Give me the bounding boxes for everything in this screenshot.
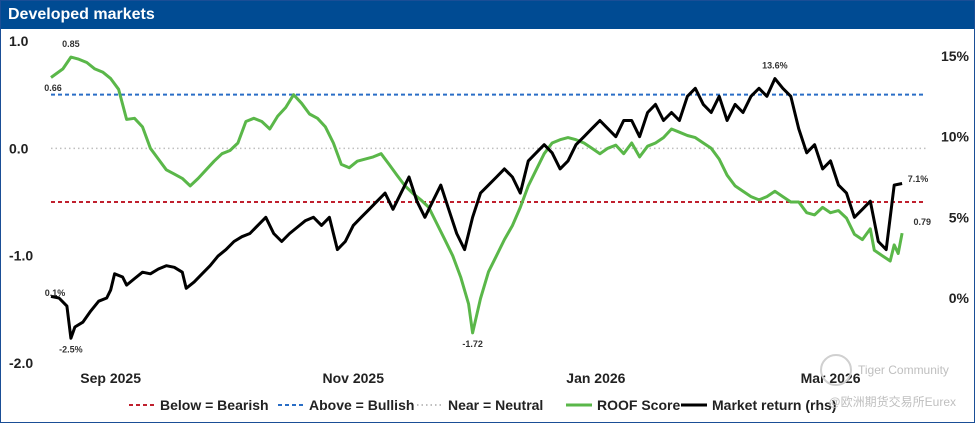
series-line-market-return (50, 77, 903, 340)
y-right-tick-label: 5% (949, 209, 970, 225)
x-tick-label: Nov 2025 (323, 370, 385, 386)
title-bar: Developed markets (1, 1, 974, 29)
x-tick-label: Jan 2026 (566, 370, 625, 386)
watermark-text: Tiger Community (858, 363, 949, 377)
legend-label: ROOF Score (597, 397, 680, 413)
data-label: 0.66 (44, 83, 62, 93)
data-label: -2.5% (59, 344, 83, 354)
data-label: 0.79 (913, 217, 931, 227)
data-label: 7.1% (908, 174, 929, 184)
series-line-roof-score (50, 55, 904, 335)
y-left-tick-label: 1.0 (9, 33, 29, 49)
legend-label: Above = Bullish (309, 397, 414, 413)
watermark-logo-icon (820, 354, 852, 386)
y-left-tick-label: 0.0 (9, 140, 29, 156)
legend-label: Market return (rhs) (712, 397, 836, 413)
data-label: 0.85 (62, 39, 80, 49)
data-label: 0.1% (45, 288, 66, 298)
y-right-tick-label: 10% (941, 129, 970, 145)
legend-label: Near = Neutral (448, 397, 543, 413)
y-right-tick-label: 0% (949, 290, 970, 306)
y-right-tick-label: 15% (941, 48, 970, 64)
data-label: -1.72 (462, 339, 483, 349)
chart-title: Developed markets (8, 6, 155, 23)
y-left-tick-label: -2.0 (9, 355, 33, 371)
legend-label: Below = Bearish (160, 397, 269, 413)
watermark-text: @欧洲期货交易所Eurex (828, 394, 956, 409)
x-tick-label: Sep 2025 (80, 370, 141, 386)
data-label: 13.6% (762, 61, 788, 71)
y-left-tick-label: -1.0 (9, 248, 33, 264)
